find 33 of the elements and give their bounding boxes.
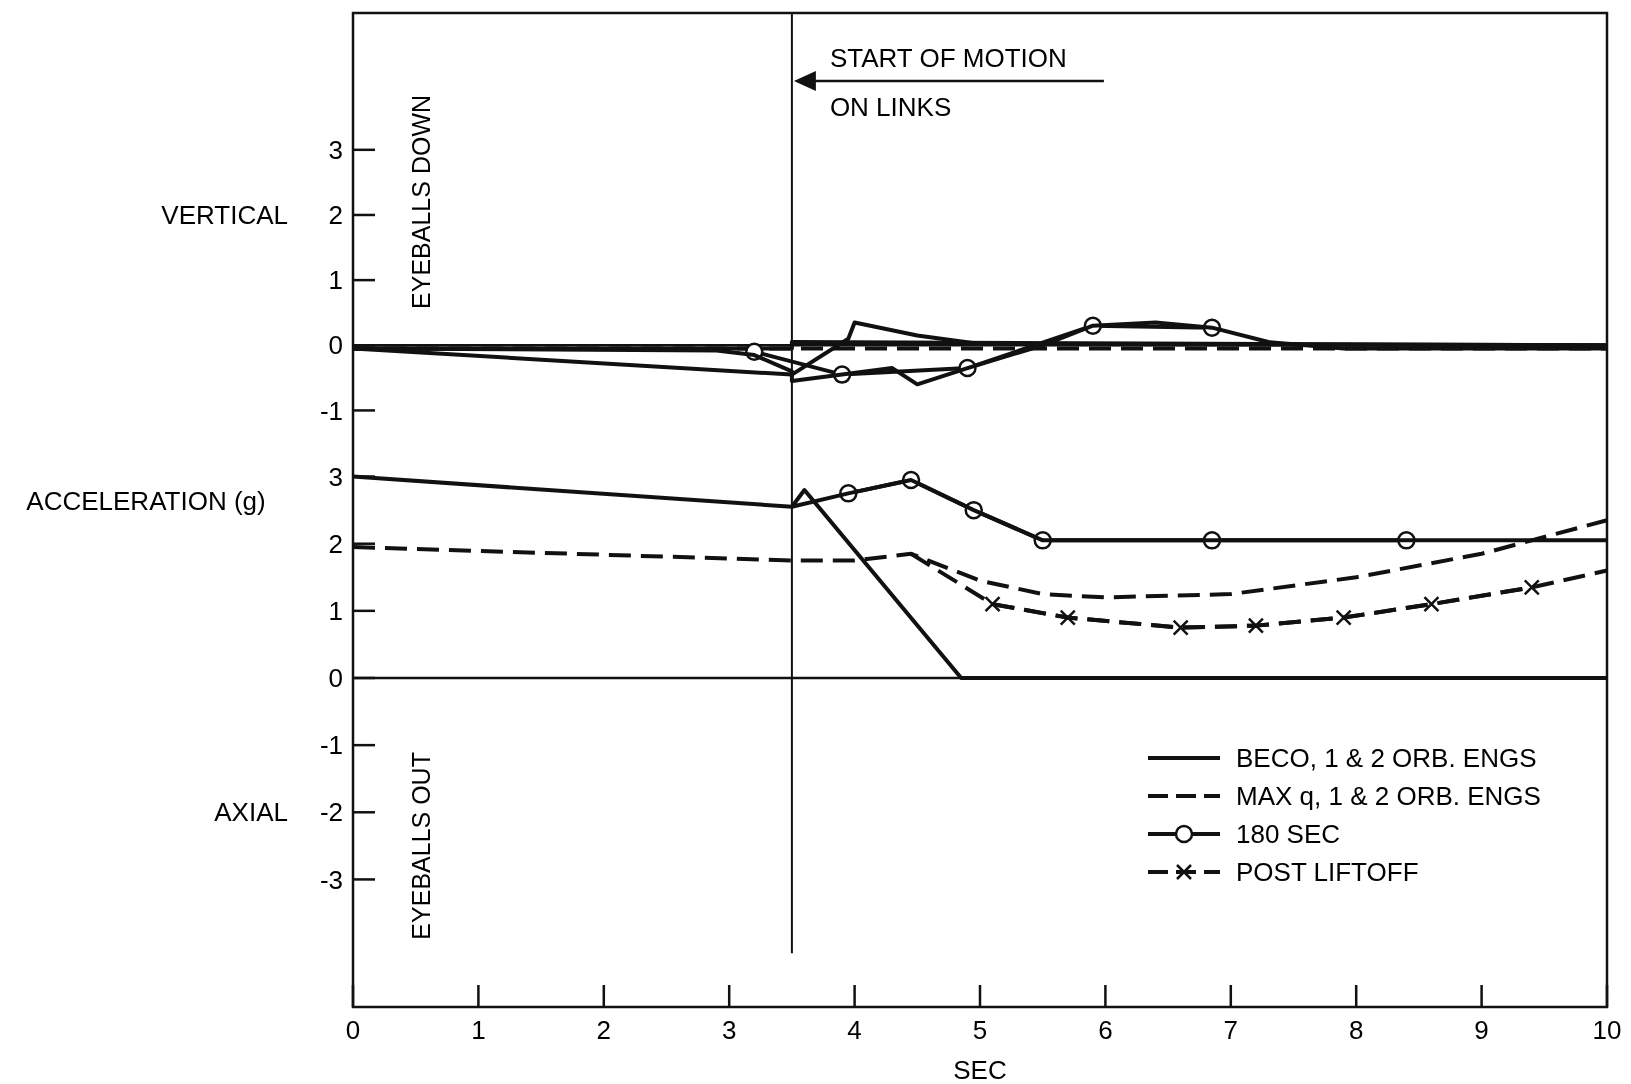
x-tick-label: 5: [972, 1015, 988, 1045]
legend-label: BECO, 1 & 2 ORB. ENGS: [1236, 743, 1537, 774]
y-tick-label: 1: [328, 595, 343, 626]
ref-line-label: START OF MOTION ON LINKS: [829, 43, 1067, 122]
y-tick-label: 0: [328, 330, 343, 361]
y-tick-label: -1: [319, 395, 343, 426]
x-tick-label: 8: [1348, 1015, 1364, 1045]
x-axis-title: SEC: [953, 1055, 1007, 1084]
text: AXIAL: [214, 797, 288, 828]
text: VERTICAL: [161, 200, 288, 231]
y-tick-label: -1: [319, 730, 343, 761]
y-tick-label: 0: [328, 663, 343, 694]
legend-label: POST LIFTOFF: [1236, 857, 1419, 888]
x-tick-label: 1: [471, 1015, 486, 1045]
x-tick-label: 3: [721, 1015, 737, 1045]
legend-label: 180 SEC: [1236, 819, 1341, 850]
annotation: EYEBALLS OUT: [407, 752, 435, 940]
y-tick-label: -3: [319, 864, 343, 895]
y-tick-label: 2: [328, 200, 343, 231]
x-tick-label: 2: [596, 1015, 612, 1045]
y-tick-label: 1: [328, 265, 343, 296]
y-tick-label: 3: [328, 134, 343, 165]
x-tick-label: 10: [1592, 1015, 1622, 1045]
legend-label: MAX q, 1 & 2 ORB. ENGS: [1236, 781, 1541, 812]
x-tick-label: 6: [1098, 1015, 1113, 1045]
y-tick-label: 3: [328, 461, 343, 492]
annotation: EYEBALLS DOWN: [407, 94, 435, 309]
x-tick-label: 4: [847, 1015, 862, 1045]
y-tick-label: -2: [319, 797, 343, 828]
x-tick-label: 7: [1223, 1015, 1239, 1045]
y-tick-label: 2: [328, 528, 343, 559]
y-axis-title: ACCELERATION (g): [26, 486, 266, 516]
x-tick-label: 9: [1474, 1015, 1489, 1045]
